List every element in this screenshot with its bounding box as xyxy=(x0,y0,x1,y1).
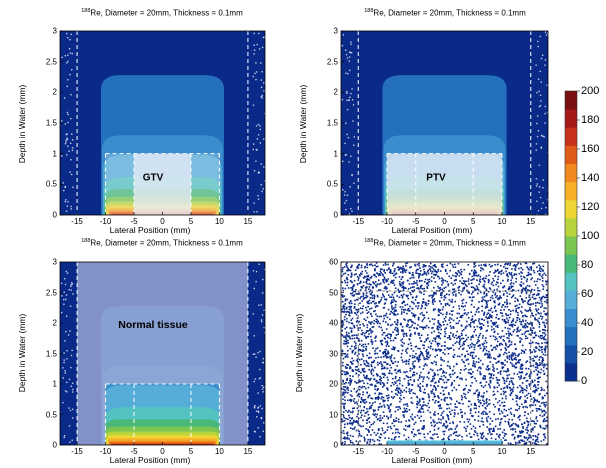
y-tick-label: 3 xyxy=(52,26,57,36)
x-tick-label: -10 xyxy=(381,447,393,456)
y-tick-label: 1 xyxy=(333,149,338,159)
y-tick-label: 50 xyxy=(329,288,338,297)
x-tick-label: 5 xyxy=(188,447,194,456)
y-tick-label: 2 xyxy=(52,87,57,97)
x-tick-label: -5 xyxy=(130,447,138,456)
x-axis-label: Lateral Position (mm) xyxy=(391,225,473,235)
x-tick-label: 15 xyxy=(243,447,253,456)
y-tick-label: 0.5 xyxy=(45,410,57,419)
y-tick-label: 20 xyxy=(329,379,338,389)
target-overlay xyxy=(134,153,191,215)
x-axis-label: Lateral Position (mm) xyxy=(391,455,473,465)
x-tick-label: -5 xyxy=(412,447,420,456)
colorbar-tick-label: 80 xyxy=(581,259,594,271)
y-tick-label: 3 xyxy=(333,26,338,36)
x-tick-label: 5 xyxy=(471,447,476,456)
y-tick-label: 2.5 xyxy=(45,288,57,297)
y-tick-label: 0 xyxy=(52,440,57,450)
y-tick-label: 2 xyxy=(333,87,338,97)
chart-title: 188Re, Diameter = 20mm, Thickness = 0.1m… xyxy=(81,238,243,248)
y-tick-label: 0.5 xyxy=(45,179,57,189)
y-tick-label: 1.5 xyxy=(45,118,57,128)
x-tick-label: 15 xyxy=(243,217,253,226)
x-tick-label: -5 xyxy=(412,217,420,226)
colorbar-tick-label: 0 xyxy=(581,375,588,387)
colorbar-tick-label: 120 xyxy=(581,201,600,213)
chart-title: 188Re, Diameter = 20mm, Thickness = 0.1m… xyxy=(364,238,526,248)
y-tick-label: 0 xyxy=(333,440,338,450)
x-tick-label: -15 xyxy=(71,217,83,226)
chart-title: 188Re, Diameter = 20mm, Thickness = 0.1m… xyxy=(81,8,243,18)
x-tick-label: 10 xyxy=(497,217,507,226)
y-tick-label: 30 xyxy=(329,349,338,358)
colorbar-tick-label: 200 xyxy=(581,85,600,97)
gtv-label: GTV xyxy=(142,172,164,184)
x-tick-label: 0 xyxy=(160,217,165,226)
x-tick-label: 5 xyxy=(188,217,194,226)
x-tick-label: 0 xyxy=(442,447,447,456)
y-tick-label: 1 xyxy=(52,379,57,389)
x-tick-label: 10 xyxy=(497,447,507,456)
colorbar-tick-label: 180 xyxy=(581,114,600,126)
colorbar-tick-label: 60 xyxy=(581,288,594,300)
x-tick-label: 15 xyxy=(526,217,536,226)
x-tick-label: 15 xyxy=(526,447,536,456)
chart-title: 188Re, Diameter = 20mm, Thickness = 0.1m… xyxy=(364,8,526,18)
y-tick-label: 2 xyxy=(52,318,57,328)
y-tick-label: 10 xyxy=(329,410,338,419)
y-tick-label: 1.5 xyxy=(45,349,57,358)
colorbar-tick-label: 140 xyxy=(581,172,600,184)
x-tick-label: -15 xyxy=(352,217,365,226)
target-overlay xyxy=(387,153,502,215)
y-tick-label: 2.5 xyxy=(326,57,338,67)
y-tick-label: 1.5 xyxy=(326,118,338,128)
x-tick-label: -10 xyxy=(381,217,393,226)
colorbar-tick-label: 40 xyxy=(581,317,594,329)
y-axis-label: Depth in Water (mm) xyxy=(294,313,304,393)
x-tick-label: 10 xyxy=(214,447,224,456)
colorbar-tick-label: 160 xyxy=(581,143,600,155)
x-tick-label: 0 xyxy=(160,447,165,456)
normal-tissue-overlay xyxy=(77,262,248,445)
x-tick-label: -15 xyxy=(352,447,365,456)
y-tick-label: 40 xyxy=(329,318,338,328)
y-tick-label: 60 xyxy=(329,257,338,267)
colorbar-tick-label: 100 xyxy=(581,230,600,242)
x-tick-label: -5 xyxy=(130,217,138,226)
ptv-label: PTV xyxy=(426,172,446,184)
x-tick-label: -10 xyxy=(99,217,112,226)
x-tick-label: 10 xyxy=(214,217,224,226)
y-tick-label: 3 xyxy=(52,257,57,267)
x-tick-label: 0 xyxy=(442,217,447,226)
x-axis-label: Lateral Position (mm) xyxy=(109,455,191,465)
margin-overlay xyxy=(105,153,220,215)
normal-tissue-label: Normal tissue xyxy=(118,319,188,331)
colorbar-tick-label: 20 xyxy=(581,346,594,358)
x-tick-label: -15 xyxy=(71,447,83,456)
x-tick-label: 5 xyxy=(471,217,476,226)
y-tick-label: 0.5 xyxy=(326,179,338,189)
y-tick-label: 2.5 xyxy=(45,57,57,67)
x-tick-label: -10 xyxy=(99,447,112,456)
x-axis-label: Lateral Position (mm) xyxy=(109,225,191,235)
y-tick-label: 1 xyxy=(52,149,57,159)
y-tick-label: 0 xyxy=(333,210,338,220)
y-tick-label: 0 xyxy=(52,210,57,220)
